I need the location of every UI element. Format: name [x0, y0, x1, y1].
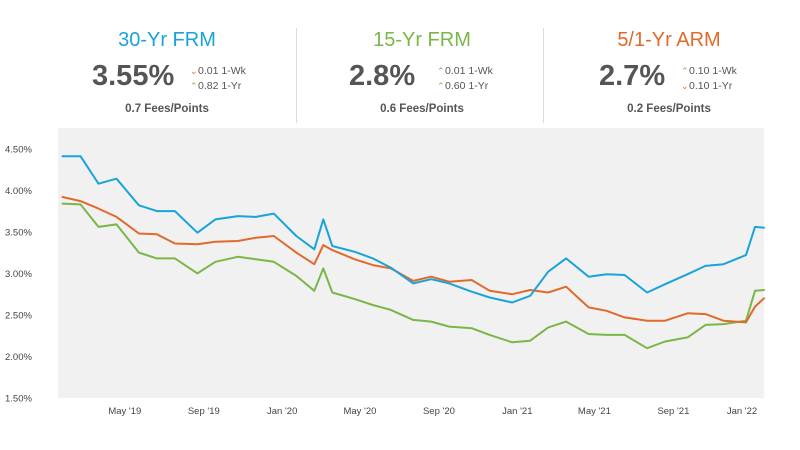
x-tick-label: Jan '20: [267, 406, 297, 417]
stat-week-value: 0.01: [445, 65, 466, 77]
stat-rate: 2.8%: [349, 60, 416, 92]
stat-year-value: 0.10: [689, 80, 710, 92]
stat-year-value: 0.60: [445, 80, 466, 92]
stat-title: 30-Yr FRM: [118, 29, 216, 51]
x-tick-label: May '20: [343, 406, 376, 417]
chevron-up-icon: ⌃: [190, 81, 198, 91]
chevron-up-icon: ⌃: [437, 81, 445, 91]
x-tick-label: May '19: [108, 406, 141, 417]
stat-week-value: 0.10: [689, 65, 710, 77]
stat-changes: ⌄0.01 1-Wk ⌃0.82 1-Yr: [190, 64, 246, 94]
x-tick-label: May '21: [578, 406, 611, 417]
stat-year-value: 0.82: [198, 80, 219, 92]
y-tick-label: 2.50%: [5, 310, 32, 321]
stat-week-change: ⌃0.10 1-Wk: [681, 64, 737, 79]
x-tick-label: Jan '21: [502, 406, 532, 417]
stats-panel: 30-Yr FRM 3.55% ⌄0.01 1-Wk ⌃0.82 1-Yr 0.…: [0, 0, 800, 123]
stat-week-change: ⌄0.01 1-Wk: [190, 64, 246, 79]
y-tick-label: 4.50%: [5, 144, 32, 155]
chevron-down-icon: ⌄: [681, 81, 689, 91]
stat-card-30yr: 30-Yr FRM 3.55% ⌄0.01 1-Wk ⌃0.82 1-Yr 0.…: [42, 0, 292, 122]
x-tick-label: Sep '20: [423, 406, 455, 417]
stat-card-15yr: 15-Yr FRM 2.8% ⌃0.01 1-Wk ⌃0.60 1-Yr 0.6…: [297, 0, 547, 122]
stat-fees: 0.6 Fees/Points: [380, 103, 464, 115]
x-tick-label: Jan '22: [727, 406, 757, 417]
y-tick-label: 1.50%: [5, 394, 32, 405]
x-tick-label: Sep '21: [657, 406, 689, 417]
stat-week-value: 0.01: [198, 65, 219, 77]
stat-title: 5/1-Yr ARM: [617, 29, 721, 51]
stat-week-label: 1-Wk: [468, 65, 493, 77]
x-axis: May '19 Sep '19 Jan '20 May '20 Sep '20 Jan '…: [108, 406, 757, 417]
stat-fees: 0.7 Fees/Points: [125, 103, 209, 115]
stat-divider: [543, 28, 544, 123]
stat-year-change: ⌃0.60 1-Yr: [437, 79, 493, 94]
chevron-down-icon: ⌄: [190, 66, 198, 76]
stat-year-label: 1-Yr: [468, 80, 489, 92]
stat-week-label: 1-Wk: [221, 65, 246, 77]
y-tick-label: 3.50%: [5, 227, 32, 238]
chevron-up-icon: ⌃: [681, 66, 689, 76]
stat-year-label: 1-Yr: [712, 80, 733, 92]
stat-changes: ⌃0.10 1-Wk ⌄0.10 1-Yr: [681, 64, 737, 94]
series-line-2: [61, 196, 765, 324]
y-tick-label: 3.00%: [5, 269, 32, 280]
y-tick-label: 4.00%: [5, 186, 32, 197]
stat-changes: ⌃0.01 1-Wk ⌃0.60 1-Yr: [437, 64, 493, 94]
y-tick-label: 2.00%: [5, 352, 32, 363]
stat-year-change: ⌃0.82 1-Yr: [190, 79, 246, 94]
chart-plot-area: [58, 128, 764, 398]
stat-week-label: 1-Wk: [712, 65, 737, 77]
series-layer: [61, 155, 765, 350]
stat-card-arm: 5/1-Yr ARM 2.7% ⌃0.10 1-Wk ⌄0.10 1-Yr 0.…: [544, 0, 794, 122]
stat-week-change: ⌃0.01 1-Wk: [437, 64, 493, 79]
rates-line-chart: 4.50% 4.00% 3.50% 3.00% 2.50% 2.00% 1.50% May …: [5, 128, 765, 417]
stat-fees: 0.2 Fees/Points: [627, 103, 711, 115]
series-line-0: [61, 155, 765, 304]
x-tick-label: Sep '19: [188, 406, 220, 417]
y-axis: 4.50% 4.00% 3.50% 3.00% 2.50% 2.00% 1.50%: [5, 144, 32, 404]
stat-rate: 2.7%: [599, 60, 666, 92]
stat-divider: [296, 28, 297, 123]
chevron-up-icon: ⌃: [437, 66, 445, 76]
stat-year-label: 1-Yr: [221, 80, 242, 92]
stat-rate: 3.55%: [92, 60, 175, 92]
stat-year-change: ⌄0.10 1-Yr: [681, 79, 737, 94]
stat-title: 15-Yr FRM: [373, 29, 471, 51]
series-line-1: [61, 202, 765, 350]
